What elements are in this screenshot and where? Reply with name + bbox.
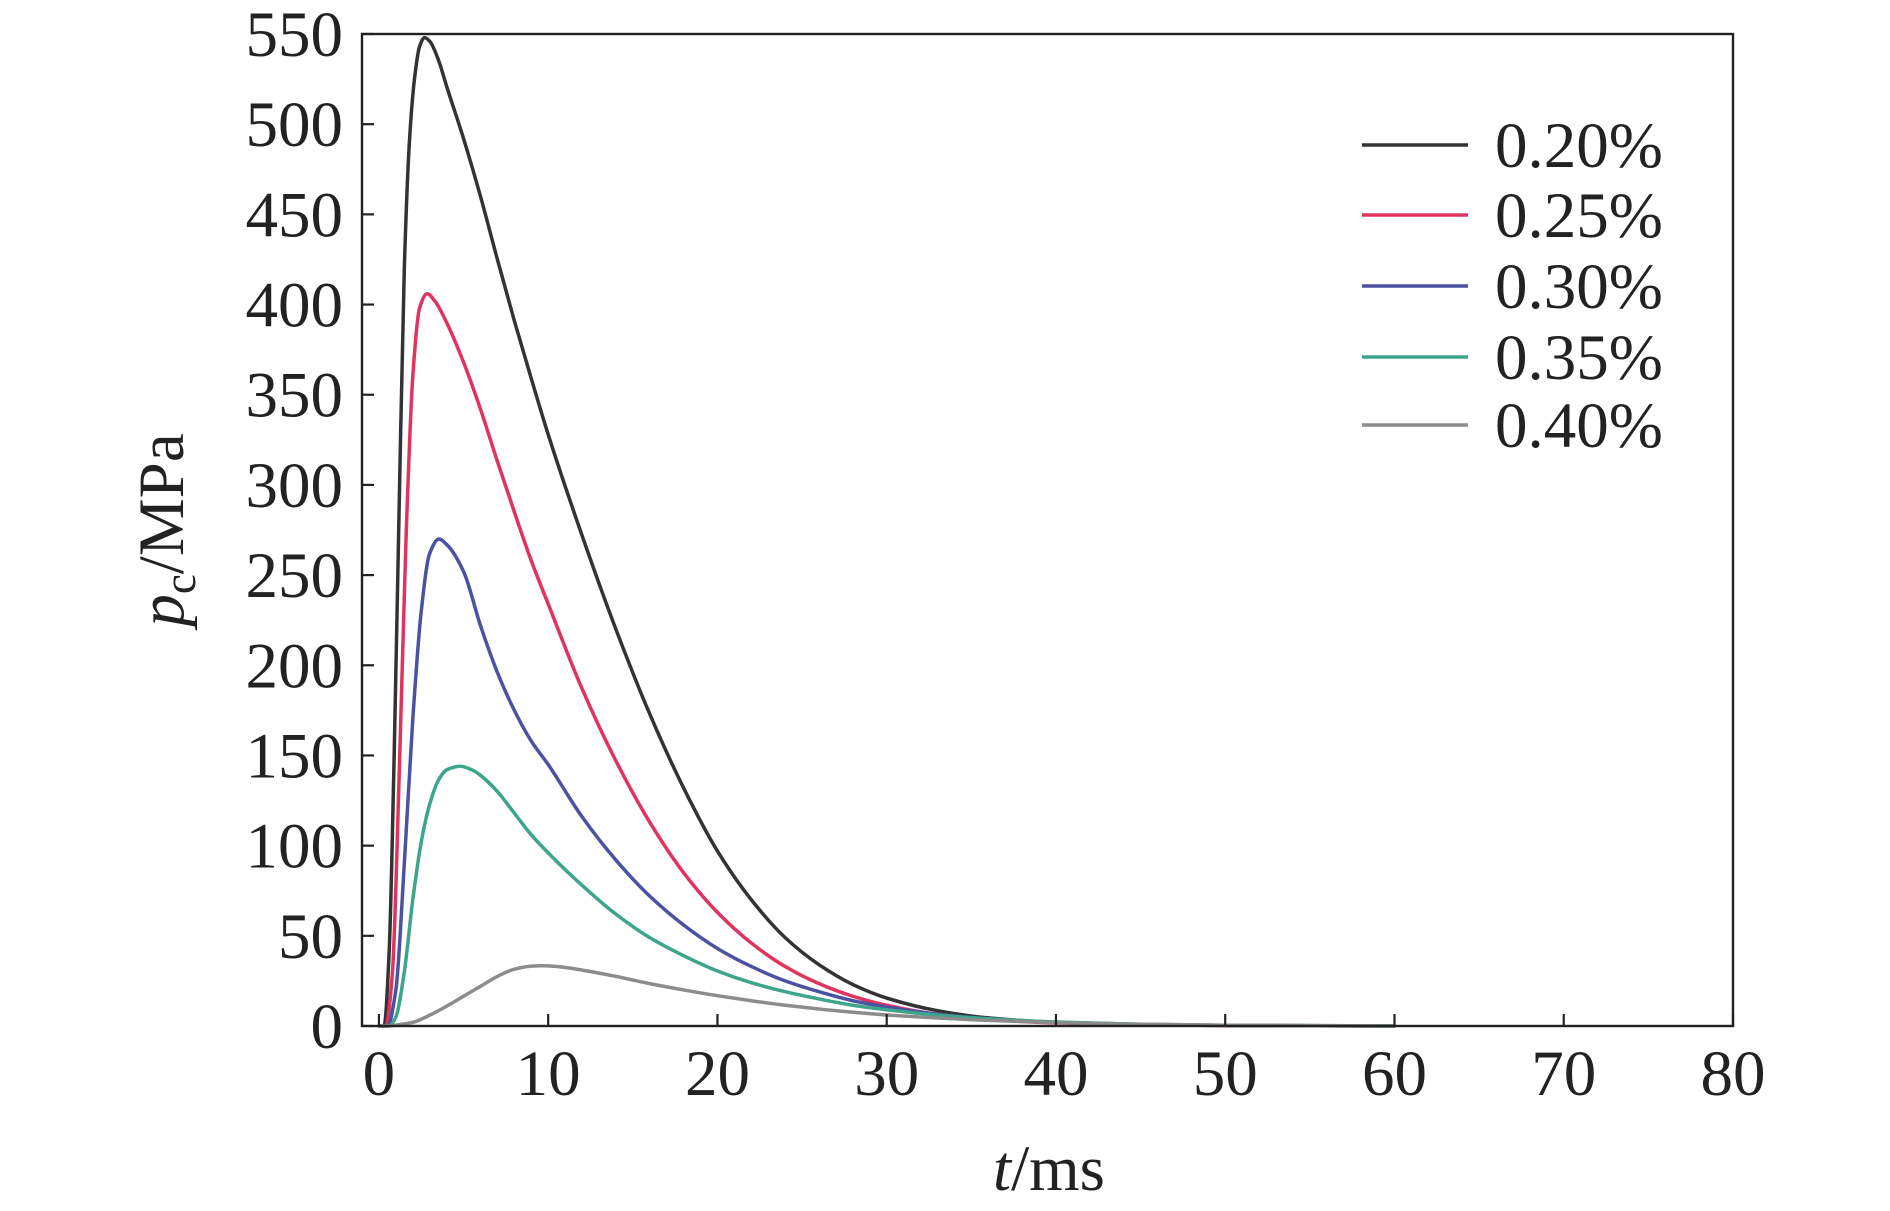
curve-0-30pct bbox=[377, 537, 1397, 1028]
curve-0-20pct bbox=[377, 35, 1397, 1028]
y-tick-label: 350 bbox=[246, 360, 344, 432]
y-tick-labels: 0 50 100 150 200 250 300 350 400 450 500 550 bbox=[246, 0, 344, 1063]
y-tick-label: 150 bbox=[246, 720, 344, 792]
legend-label: 0.40% bbox=[1495, 390, 1663, 462]
x-tick-label: 60 bbox=[1362, 1038, 1427, 1110]
legend-item: 0.20% bbox=[1362, 110, 1663, 182]
y-axis-symbol: p bbox=[126, 594, 198, 631]
axis-ticks bbox=[362, 32, 1735, 1028]
x-axis-symbol: t bbox=[993, 1133, 1013, 1205]
plot-frame bbox=[360, 32, 1735, 1028]
x-axis-unit: /ms bbox=[1011, 1133, 1105, 1205]
x-tick-label: 10 bbox=[516, 1038, 581, 1110]
x-tick-label: 30 bbox=[854, 1038, 919, 1110]
legend-label: 0.35% bbox=[1495, 322, 1663, 394]
x-tick-label: 20 bbox=[685, 1038, 750, 1110]
y-tick-label: 300 bbox=[246, 450, 344, 522]
y-tick-label: 200 bbox=[246, 630, 344, 702]
curves bbox=[377, 35, 1397, 1028]
legend-label: 0.20% bbox=[1495, 110, 1663, 182]
y-tick-label: 500 bbox=[246, 89, 344, 161]
y-tick-label: 450 bbox=[246, 179, 344, 251]
x-axis-title: t/ms bbox=[993, 1133, 1105, 1205]
curve-0-40pct bbox=[377, 964, 1397, 1028]
x-tick-label: 50 bbox=[1193, 1038, 1258, 1110]
y-axis-subscript: c bbox=[155, 574, 205, 594]
legend-label: 0.25% bbox=[1495, 180, 1663, 252]
legend-item: 0.25% bbox=[1362, 180, 1663, 252]
legend-item: 0.30% bbox=[1362, 251, 1663, 323]
y-tick-label: 400 bbox=[246, 270, 344, 342]
x-tick-label: 0 bbox=[363, 1038, 396, 1110]
x-tick-label: 80 bbox=[1701, 1038, 1766, 1110]
y-axis-title: pc/MPa bbox=[126, 433, 205, 630]
x-tick-label: 40 bbox=[1023, 1038, 1088, 1110]
legend-item: 0.35% bbox=[1362, 322, 1663, 394]
y-tick-label: 0 bbox=[311, 991, 344, 1063]
legend-item: 0.40% bbox=[1362, 390, 1663, 462]
legend: 0.20% 0.25% 0.30% 0.35% 0.40% bbox=[1362, 110, 1663, 462]
y-tick-label: 250 bbox=[246, 540, 344, 612]
curve-0-25pct bbox=[377, 291, 1397, 1028]
legend-label: 0.30% bbox=[1495, 251, 1663, 323]
curve-0-35pct bbox=[377, 764, 1397, 1028]
x-tick-labels: 0 10 20 30 40 50 60 70 80 bbox=[363, 1038, 1766, 1110]
x-tick-label: 70 bbox=[1531, 1038, 1596, 1110]
y-tick-label: 50 bbox=[278, 901, 343, 973]
y-axis-unit: /MPa bbox=[126, 433, 198, 574]
y-tick-label: 550 bbox=[246, 0, 344, 71]
y-tick-label: 100 bbox=[246, 811, 344, 883]
